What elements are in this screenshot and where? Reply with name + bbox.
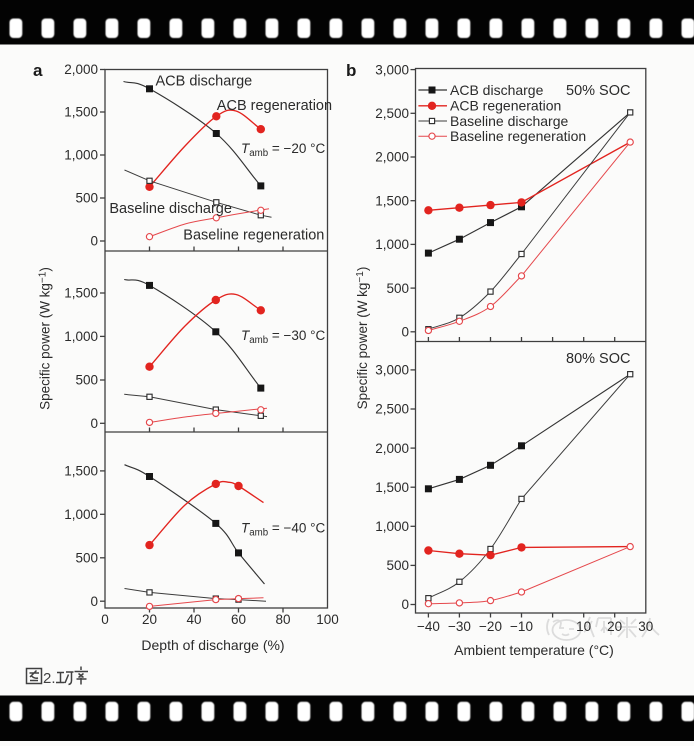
svg-text:0: 0 xyxy=(401,325,409,340)
svg-text:20: 20 xyxy=(142,612,157,627)
svg-text:Baseline regeneration: Baseline regeneration xyxy=(183,227,324,243)
svg-text:80% SOC: 80% SOC xyxy=(566,351,630,367)
svg-text:Baseline regeneration: Baseline regeneration xyxy=(450,128,586,144)
svg-text:ACB regeneration: ACB regeneration xyxy=(450,98,561,114)
svg-text:ACB discharge: ACB discharge xyxy=(450,82,544,98)
svg-text:Baseline discharge: Baseline discharge xyxy=(450,113,569,129)
svg-text:2,000: 2,000 xyxy=(375,441,409,456)
svg-text:1,500: 1,500 xyxy=(375,480,409,495)
svg-text:1,500: 1,500 xyxy=(64,286,98,301)
svg-text:1,000: 1,000 xyxy=(375,237,409,252)
svg-text:−20: −20 xyxy=(479,619,502,634)
svg-text:500: 500 xyxy=(75,373,98,388)
svg-text:0: 0 xyxy=(90,234,98,249)
svg-text:2,500: 2,500 xyxy=(375,402,409,417)
svg-text:3,000: 3,000 xyxy=(375,62,409,77)
svg-text:1,000: 1,000 xyxy=(375,519,409,534)
svg-text:a: a xyxy=(33,61,43,80)
svg-text:80: 80 xyxy=(275,612,290,627)
svg-text:Baseline discharge: Baseline discharge xyxy=(109,201,232,217)
svg-text:40: 40 xyxy=(186,612,201,627)
svg-text:−40: −40 xyxy=(417,619,440,634)
svg-text:Depth of discharge (%): Depth of discharge (%) xyxy=(141,637,284,653)
svg-text:500: 500 xyxy=(386,558,409,573)
svg-text:30: 30 xyxy=(638,619,653,634)
svg-text:50% SOC: 50% SOC xyxy=(566,83,630,99)
svg-text:60: 60 xyxy=(231,612,246,627)
svg-text:−10: −10 xyxy=(510,619,533,634)
svg-text:2,500: 2,500 xyxy=(375,106,409,121)
svg-text:0: 0 xyxy=(90,594,98,609)
svg-text:Specific power (W kg−1): Specific power (W kg−1) xyxy=(355,267,370,410)
svg-text:b: b xyxy=(346,61,356,80)
svg-text:−30: −30 xyxy=(448,619,471,634)
svg-text:ACB discharge: ACB discharge xyxy=(156,73,253,89)
svg-text:0: 0 xyxy=(90,416,98,431)
svg-text:1,500: 1,500 xyxy=(375,193,409,208)
svg-text:2,000: 2,000 xyxy=(375,150,409,165)
svg-text:2,000: 2,000 xyxy=(64,62,98,77)
svg-text:0: 0 xyxy=(401,597,409,612)
svg-text:500: 500 xyxy=(386,281,409,296)
svg-text:20: 20 xyxy=(607,619,622,634)
svg-text:1,500: 1,500 xyxy=(64,105,98,120)
svg-text:0: 0 xyxy=(101,612,109,627)
svg-text:100: 100 xyxy=(316,612,339,627)
svg-text:10: 10 xyxy=(576,619,591,634)
svg-text:Specific power (W kg−1): Specific power (W kg−1) xyxy=(37,267,52,410)
svg-text:2.: 2. xyxy=(43,670,56,687)
svg-text:1,000: 1,000 xyxy=(64,329,98,344)
svg-text:ACB regeneration: ACB regeneration xyxy=(217,98,332,114)
svg-text:Ambient temperature (°C): Ambient temperature (°C) xyxy=(454,642,614,658)
svg-text:1,500: 1,500 xyxy=(64,464,98,479)
svg-text:3,000: 3,000 xyxy=(375,363,409,378)
svg-text:500: 500 xyxy=(75,191,98,206)
svg-text:1,000: 1,000 xyxy=(64,507,98,522)
svg-text:1,000: 1,000 xyxy=(64,148,98,163)
svg-text:500: 500 xyxy=(75,551,98,566)
